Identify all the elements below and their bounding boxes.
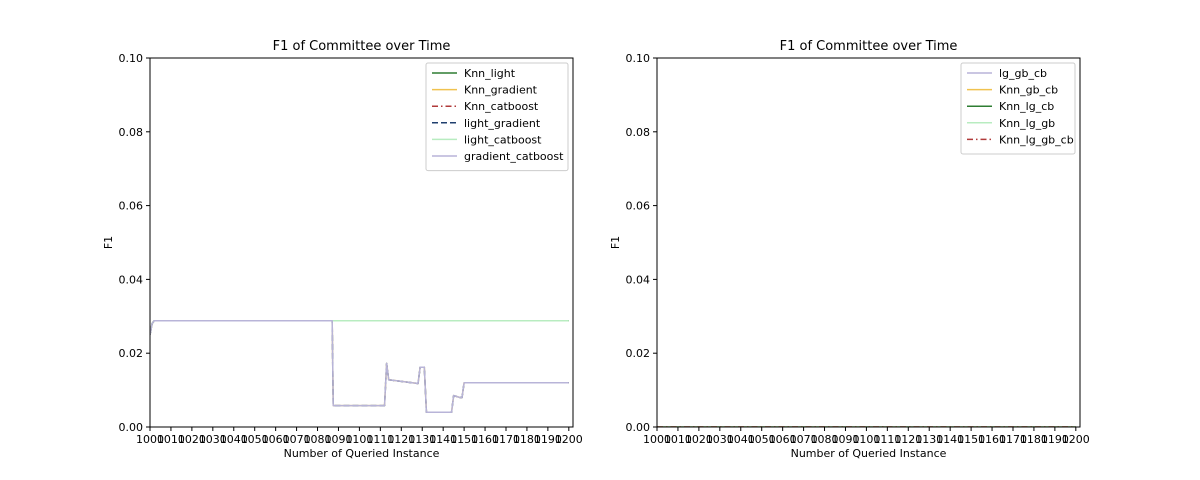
series-group (150, 319, 569, 413)
x-tick-label: 1070 (283, 433, 311, 446)
y-tick-label: 0.10 (119, 52, 144, 65)
legend-label-Knn_gb_cb: Knn_gb_cb (999, 84, 1058, 97)
legend-label-light_catboost: light_catboost (464, 133, 542, 146)
x-tick-label: 1040 (727, 433, 755, 446)
y-tick-label: 0.04 (119, 273, 144, 286)
legend-label-Knn_lg_gb_cb: Knn_lg_gb_cb (999, 133, 1074, 146)
plot-frame (149, 57, 574, 428)
x-axis-label: Number of Queried Instance (791, 447, 947, 460)
y-tick-label: 0.10 (626, 52, 651, 65)
series-line-Knn_catboost (150, 319, 569, 335)
x-tick-label: 1180 (1020, 433, 1048, 446)
x-tick-label: 1130 (408, 433, 436, 446)
plot-frame (656, 57, 1081, 428)
x-tick-label: 1030 (706, 433, 734, 446)
x-tick-label: 1160 (978, 433, 1006, 446)
x-tick-label: 1040 (220, 433, 248, 446)
y-tick-label: 0.08 (119, 126, 144, 139)
y-tick-label: 0.08 (626, 126, 651, 139)
series-line-Knn_light (150, 319, 569, 335)
legend: lg_gb_cb Knn_gb_cb Knn_lg_cb Knn_lg_gb Knn_l… (960, 62, 1076, 155)
x-tick-label: 1020 (685, 433, 713, 446)
x-tick-label: 1110 (366, 433, 394, 446)
legend-label-Knn_gradient: Knn_gradient (464, 84, 538, 97)
x-tick-label: 1100 (345, 433, 373, 446)
legend-label-Knn_lg_gb: Knn_lg_gb (999, 117, 1055, 130)
legend-label-lg_gb_cb: lg_gb_cb (999, 67, 1047, 80)
x-tick-label: 1080 (304, 433, 332, 446)
x-tick-label: 1200 (1062, 433, 1090, 446)
x-tick-label: 1200 (555, 433, 583, 446)
x-tick-label: 1160 (471, 433, 499, 446)
x-tick-label: 1050 (748, 433, 776, 446)
series-line-Knn_gradient (150, 319, 569, 413)
x-tick-label: 1090 (831, 433, 859, 446)
chart-panel-2: F1 of Committee over Time 100010101020103… (609, 39, 1090, 460)
x-tick-label: 1060 (769, 433, 797, 446)
chart-panel-1: F1 of Committee over Time 100010101020103… (102, 39, 583, 460)
x-tick-label: 1090 (324, 433, 352, 446)
legend: Knn_light Knn_gradient Knn_catboost light_g… (425, 62, 569, 172)
x-tick-label: 1080 (811, 433, 839, 446)
x-tick-label: 1100 (852, 433, 880, 446)
x-tick-label: 1070 (790, 433, 818, 446)
series-line-light_gradient (150, 319, 569, 413)
y-axis-label: F1 (609, 236, 622, 249)
legend-label-gradient_catboost: gradient_catboost (464, 150, 564, 163)
legend-label-Knn_catboost: Knn_catboost (464, 100, 539, 113)
x-tick-label: 1150 (450, 433, 478, 446)
x-tick-label: 1010 (664, 433, 692, 446)
legend-label-Knn_lg_cb: Knn_lg_cb (999, 100, 1054, 113)
x-tick-label: 1170 (492, 433, 520, 446)
x-tick-label: 1000 (643, 433, 671, 446)
y-tick-label: 0.02 (119, 347, 144, 360)
x-tick-label: 1190 (534, 433, 562, 446)
series-line-light_catboost (150, 319, 569, 335)
x-tick-label: 1140 (429, 433, 457, 446)
x-tick-label: 1030 (199, 433, 227, 446)
series-line-gradient_catboost (150, 319, 569, 413)
chart-title: F1 of Committee over Time (273, 39, 451, 54)
x-tick-label: 1150 (957, 433, 985, 446)
x-tick-label: 1050 (241, 433, 269, 446)
x-tick-label: 1130 (915, 433, 943, 446)
legend-label-light_gradient: light_gradient (464, 117, 541, 130)
x-tick-label: 1120 (894, 433, 922, 446)
y-tick-label: 0.04 (626, 273, 651, 286)
x-tick-label: 1000 (136, 433, 164, 446)
y-axis-label: F1 (102, 236, 115, 249)
x-axis-label: Number of Queried Instance (284, 447, 440, 460)
y-tick-label: 0.06 (626, 200, 651, 213)
y-tick-label: 0.06 (119, 200, 144, 213)
x-tick-label: 1190 (1041, 433, 1069, 446)
x-tick-label: 1120 (387, 433, 415, 446)
x-tick-label: 1180 (513, 433, 541, 446)
x-tick-label: 1170 (999, 433, 1027, 446)
legend-label-Knn_light: Knn_light (464, 67, 516, 80)
x-tick-label: 1110 (873, 433, 901, 446)
y-tick-label: 0.00 (626, 421, 651, 434)
x-tick-label: 1060 (262, 433, 290, 446)
x-tick-label: 1140 (936, 433, 964, 446)
legend-box (425, 62, 569, 172)
legend-box (960, 62, 1076, 155)
x-tick-label: 1020 (178, 433, 206, 446)
y-tick-label: 0.00 (119, 421, 144, 434)
chart-title: F1 of Committee over Time (780, 39, 958, 54)
x-tick-label: 1010 (157, 433, 185, 446)
y-tick-label: 0.02 (626, 347, 651, 360)
